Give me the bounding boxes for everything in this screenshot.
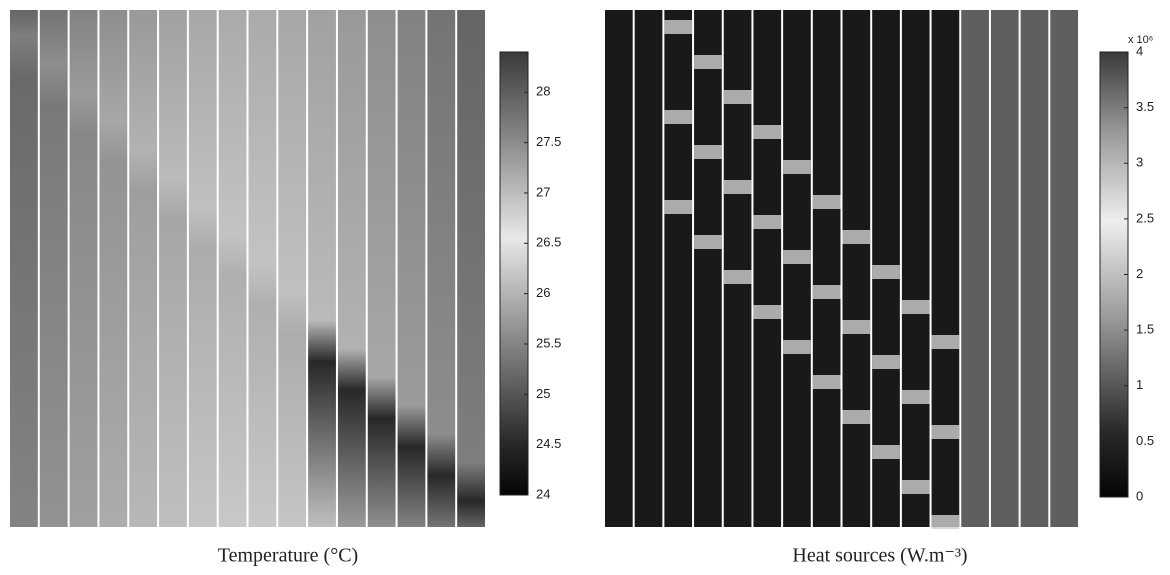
colorbar-tick-label: 4 xyxy=(1136,43,1143,58)
image-strip xyxy=(188,10,217,527)
image-band xyxy=(901,390,930,404)
image-band xyxy=(723,180,752,194)
colorbar-tick-label: 1 xyxy=(1136,377,1143,392)
image-strip xyxy=(842,10,871,527)
colorbar-tick-label: 27 xyxy=(536,184,550,199)
image-strip xyxy=(1020,10,1049,527)
image-strip xyxy=(812,10,841,527)
image-band xyxy=(723,270,752,284)
image-strip xyxy=(218,10,247,527)
image-strip xyxy=(39,10,68,527)
colorbar-multiplier: x 10⁶ xyxy=(1128,34,1153,46)
caption: Heat sources (W.m⁻³) xyxy=(792,545,967,567)
image-strip xyxy=(367,10,396,527)
image-band xyxy=(664,200,693,214)
image-strip xyxy=(159,10,187,527)
image-band xyxy=(872,355,900,369)
colorbar-tick-label: 26 xyxy=(536,285,550,300)
image-strip xyxy=(278,10,307,527)
image-band xyxy=(931,515,960,529)
image-strip xyxy=(10,10,38,527)
image-strip xyxy=(990,10,1019,527)
image-band xyxy=(694,55,722,69)
image-band xyxy=(842,320,871,334)
image-strip xyxy=(397,10,426,527)
image-strip xyxy=(248,10,277,527)
colorbar-tick-label: 0.5 xyxy=(1136,433,1154,448)
image-band xyxy=(931,335,960,349)
image-strip xyxy=(605,10,633,527)
colorbar-tick-label: 2 xyxy=(1136,266,1143,281)
image-strip xyxy=(723,10,752,527)
image-band xyxy=(694,235,722,249)
image-band xyxy=(753,125,782,139)
image-strip xyxy=(69,10,98,527)
colorbar-tick-label: 28 xyxy=(536,84,550,99)
image-band xyxy=(723,90,752,104)
image-strip xyxy=(694,10,722,527)
image-band xyxy=(842,230,871,244)
image-band xyxy=(872,265,900,279)
image-strip xyxy=(99,10,128,527)
image-strip xyxy=(961,10,989,527)
image-strip xyxy=(664,10,693,527)
image-band xyxy=(872,445,900,459)
image-strip xyxy=(901,10,930,527)
image-strip xyxy=(753,10,782,527)
image-band xyxy=(753,305,782,319)
temperature-image xyxy=(10,10,485,527)
image-strip xyxy=(634,10,663,527)
image-band xyxy=(812,375,841,389)
colorbar-tick-label: 24 xyxy=(536,486,550,501)
colorbar-tick-label: 24.5 xyxy=(536,436,561,451)
image-band xyxy=(664,110,693,124)
image-band xyxy=(842,410,871,424)
image-band xyxy=(694,145,722,159)
colorbar-tick-label: 26.5 xyxy=(536,235,561,250)
heat-source-image xyxy=(605,10,1078,529)
image-band xyxy=(812,285,841,299)
image-strip xyxy=(337,10,366,527)
colorbar-tick-label: 2.5 xyxy=(1136,210,1154,225)
image-band xyxy=(901,300,930,314)
image-strip xyxy=(457,10,485,527)
colorbar-tick-label: 0 xyxy=(1136,488,1143,503)
image-band xyxy=(783,250,811,264)
colorbar-tick-label: 3 xyxy=(1136,155,1143,170)
image-strip xyxy=(129,10,158,527)
image-band xyxy=(901,480,930,494)
image-strip xyxy=(783,10,811,527)
image-band xyxy=(783,160,811,174)
colorbar xyxy=(1099,51,1129,498)
colorbar-tick-label: 25 xyxy=(536,386,550,401)
image-band xyxy=(753,215,782,229)
colorbar xyxy=(499,51,529,496)
colorbar-tick-label: 3.5 xyxy=(1136,99,1154,114)
image-strip xyxy=(308,10,336,527)
image-strip xyxy=(931,10,960,527)
image-strip xyxy=(1050,10,1078,527)
caption: Temperature (°C) xyxy=(218,545,358,567)
colorbar-tick-label: 25.5 xyxy=(536,335,561,350)
colorbar-tick-label: 1.5 xyxy=(1136,322,1154,337)
image-band xyxy=(931,425,960,439)
image-band xyxy=(783,340,811,354)
colorbar-tick-label: 27.5 xyxy=(536,134,561,149)
image-band xyxy=(664,20,693,34)
image-band xyxy=(812,195,841,209)
image-strip xyxy=(427,10,456,527)
